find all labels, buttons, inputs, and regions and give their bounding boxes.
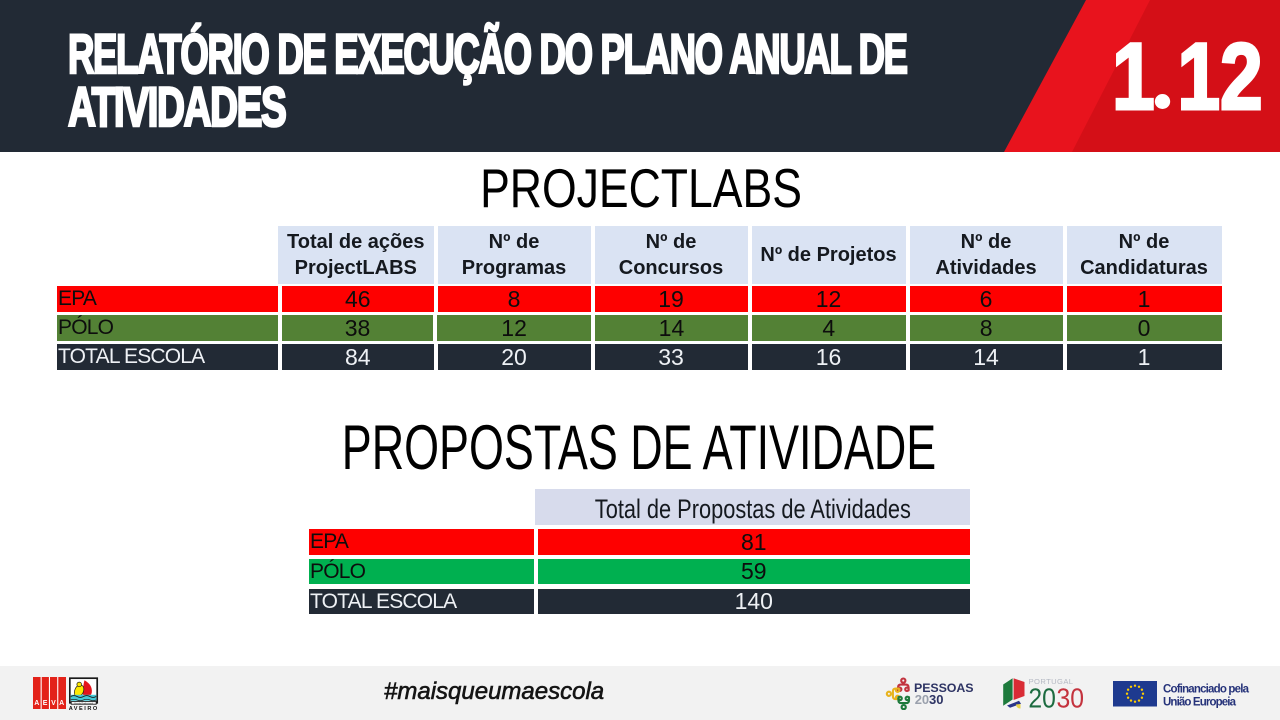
svg-text:AVEIRO: AVEIRO: [69, 706, 99, 711]
svg-text:União Europeia: União Europeia: [1163, 697, 1237, 709]
svg-text:20: 20: [1028, 682, 1056, 710]
svg-text:A: A: [34, 700, 39, 707]
svg-text:Escola Profissional: Escola Profissional: [74, 702, 93, 705]
svg-text:30: 30: [929, 692, 943, 707]
svg-text:A: A: [59, 700, 64, 707]
svg-text:PESSOAS: PESSOAS: [914, 681, 974, 695]
svg-text:30: 30: [1057, 682, 1085, 710]
svg-text:V: V: [51, 700, 56, 707]
svg-text:E: E: [43, 700, 48, 707]
svg-text:PORTUGAL: PORTUGAL: [1029, 677, 1074, 686]
svg-text:20: 20: [915, 692, 929, 707]
svg-text:Cofinanciado pela: Cofinanciado pela: [1163, 684, 1250, 696]
